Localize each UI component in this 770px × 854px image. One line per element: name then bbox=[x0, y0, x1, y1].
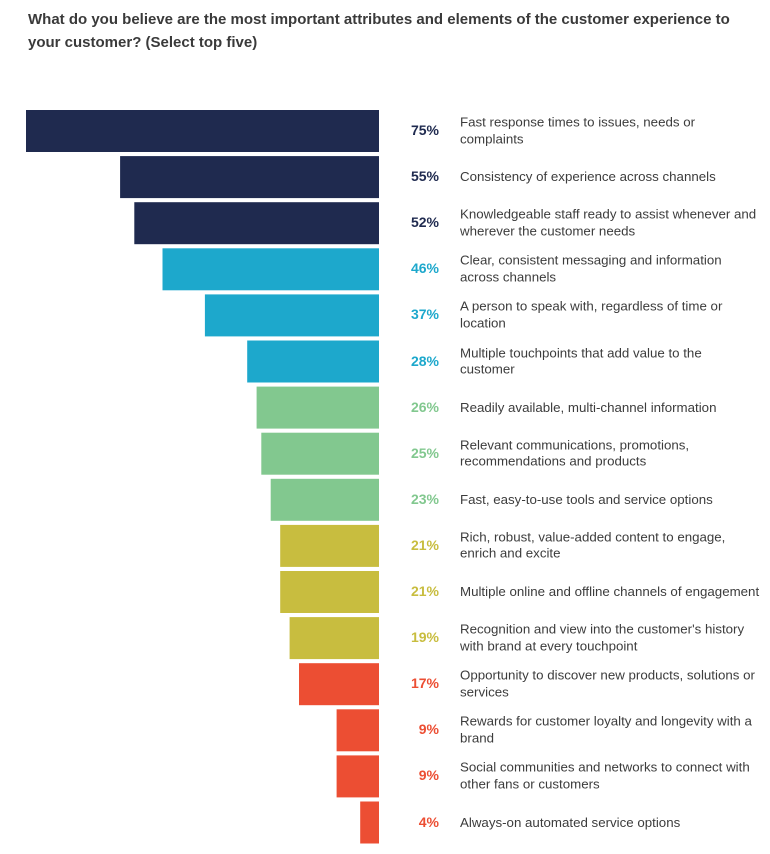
bar-category-label: Readily available, multi-channel informa… bbox=[460, 399, 717, 415]
bar-value: 21% bbox=[410, 583, 439, 599]
bar-value: 25% bbox=[410, 444, 439, 461]
bar bbox=[120, 156, 379, 199]
bar-value: 46% bbox=[410, 260, 439, 277]
bar bbox=[247, 340, 379, 383]
bar bbox=[280, 571, 379, 613]
bar bbox=[280, 524, 379, 567]
bar-category-label: Relevant communications, promotions, rec… bbox=[460, 437, 690, 469]
bar-category-label: Rewards for customer loyalty and longevi… bbox=[460, 713, 752, 746]
bar bbox=[134, 202, 379, 245]
bar-value: 21% bbox=[410, 536, 439, 553]
bar-value: 4% bbox=[418, 813, 439, 830]
bar-category-label: Fast response times to issues, needs or … bbox=[460, 114, 696, 147]
bar bbox=[289, 617, 379, 660]
bar-category-label: Always-on automated service options bbox=[460, 814, 681, 830]
bar-category-label: Multiple touchpoints that add value to t… bbox=[460, 345, 702, 377]
bar-value: 52% bbox=[410, 214, 439, 231]
bar-value: 55% bbox=[410, 168, 439, 185]
bar bbox=[26, 110, 379, 152]
bar-category-label: Consistency of experience across channel… bbox=[460, 168, 716, 184]
bar-value: 26% bbox=[410, 398, 439, 415]
bar-value: 19% bbox=[410, 629, 439, 646]
bar-category-label: Clear, consistent messaging and informat… bbox=[460, 252, 722, 285]
bar-value: 23% bbox=[410, 490, 439, 507]
bar bbox=[261, 432, 379, 475]
bar-category-label: Social communities and networks to conne… bbox=[460, 759, 750, 792]
bar-value: 75% bbox=[410, 122, 439, 138]
bar-category-label: Multiple online and offline channels of … bbox=[460, 583, 760, 599]
bar bbox=[204, 294, 379, 337]
bar bbox=[360, 801, 379, 844]
bar-category-label: Opportunity to discover new products, so… bbox=[460, 667, 755, 700]
bar-value: 28% bbox=[410, 352, 439, 369]
bar-value: 37% bbox=[410, 306, 439, 323]
bar bbox=[162, 248, 379, 291]
bar-category-label: Fast, easy-to-use tools and service opti… bbox=[460, 491, 713, 507]
bar bbox=[336, 709, 379, 752]
bar-category-label: A person to speak with, regardless of ti… bbox=[460, 298, 723, 331]
bar-value: 9% bbox=[418, 721, 439, 738]
bar-category-label: Recognition and view into the customer's… bbox=[460, 621, 745, 654]
bar-value: 17% bbox=[410, 675, 439, 692]
bar-category-label: Rich, robust, value-added content to eng… bbox=[460, 529, 726, 561]
bar-value: 9% bbox=[418, 767, 439, 784]
bar bbox=[336, 755, 379, 798]
bar-category-label: Knowledgeable staff ready to assist when… bbox=[460, 206, 757, 239]
chart-title: What do you believe are the most importa… bbox=[28, 11, 730, 51]
bar bbox=[256, 386, 379, 429]
bar bbox=[270, 478, 379, 521]
bar bbox=[299, 663, 379, 706]
